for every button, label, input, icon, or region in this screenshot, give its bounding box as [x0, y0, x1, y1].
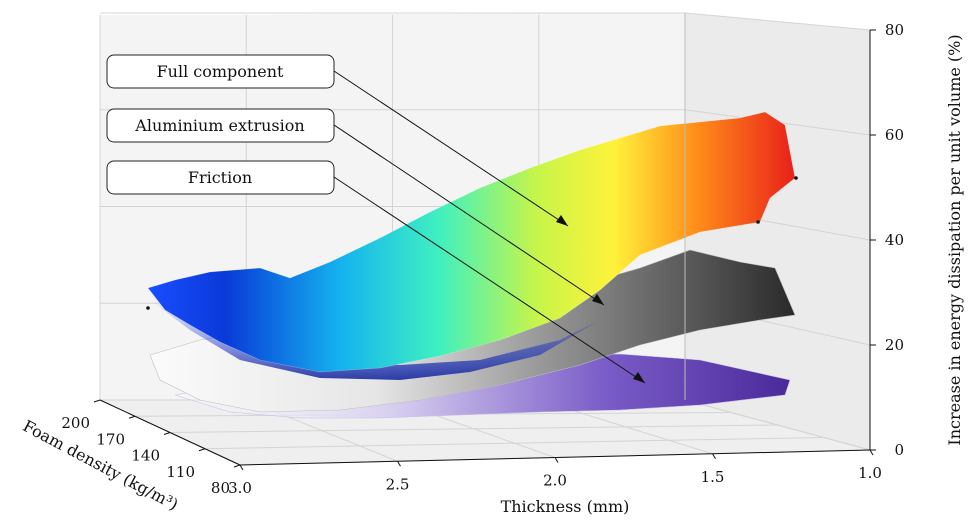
x-tick-label: 1.5 [701, 468, 725, 486]
y-tick-mark [198, 448, 206, 452]
callout-arrowhead-full [556, 215, 568, 226]
grid-line [169, 424, 778, 433]
callout-arrow-friction [333, 176, 646, 384]
z-tick-label: 80 [885, 21, 904, 39]
x-tick-mark [869, 449, 874, 456]
x-tick-mark [239, 464, 244, 471]
surface-corner-marker [146, 306, 150, 310]
grid-line [684, 399, 871, 451]
callout-arrowhead-aluminium [592, 294, 604, 305]
z-tick-label: 40 [885, 231, 904, 249]
y-tick-label: 80 [211, 479, 230, 497]
x-tick-label: 2.0 [543, 472, 567, 490]
y-tick-label: 200 [61, 414, 90, 432]
y-axis-ticks: 80 110 140 170 200 [61, 399, 241, 497]
y-tick-label: 170 [96, 430, 125, 448]
callout-arrowhead-friction [633, 372, 645, 383]
y-tick-mark [128, 415, 136, 419]
z-tick-label: 0 [894, 441, 904, 459]
callouts: Full component Aluminium extrusion Frict… [106, 54, 646, 384]
surface-corner-marker [794, 176, 798, 180]
z-axis-ticks: 0 20 40 60 80 [870, 21, 904, 459]
z-axis-label: Increase in energy dissipation per unit … [945, 34, 964, 445]
y-tick-mark [163, 432, 171, 435]
x-tick-mark [554, 457, 559, 463]
x-tick-mark [397, 460, 401, 467]
x-tick-label: 3.0 [228, 479, 252, 497]
callout-arrow-full [333, 70, 569, 227]
surfaces [146, 111, 798, 419]
y-tick-mark [233, 464, 241, 468]
callout-label-friction: Friction [188, 168, 252, 187]
y-tick-label: 140 [131, 447, 160, 465]
y-tick-mark [93, 399, 101, 403]
x-tick-label: 2.5 [386, 475, 410, 493]
surface-full [147, 111, 796, 373]
surface-corner-marker [756, 220, 760, 224]
z-tick-label: 20 [885, 336, 904, 354]
y-tick-label: 110 [166, 463, 195, 481]
callout-label-aluminium: Aluminium extrusion [134, 116, 304, 135]
x-tick-label: 1.0 [858, 464, 882, 482]
x-tick-mark [712, 453, 716, 460]
x-axis-label: Thickness (mm) [501, 497, 630, 516]
grid-line [204, 437, 824, 450]
callout-label-full: Full component [157, 62, 284, 81]
z-tick-label: 60 [885, 126, 904, 144]
grid-line [684, 12, 871, 31]
x-axis-ticks: 3.0 2.5 2.0 1.5 1.0 [228, 449, 882, 497]
callout-arrow-aluminium [333, 124, 605, 306]
